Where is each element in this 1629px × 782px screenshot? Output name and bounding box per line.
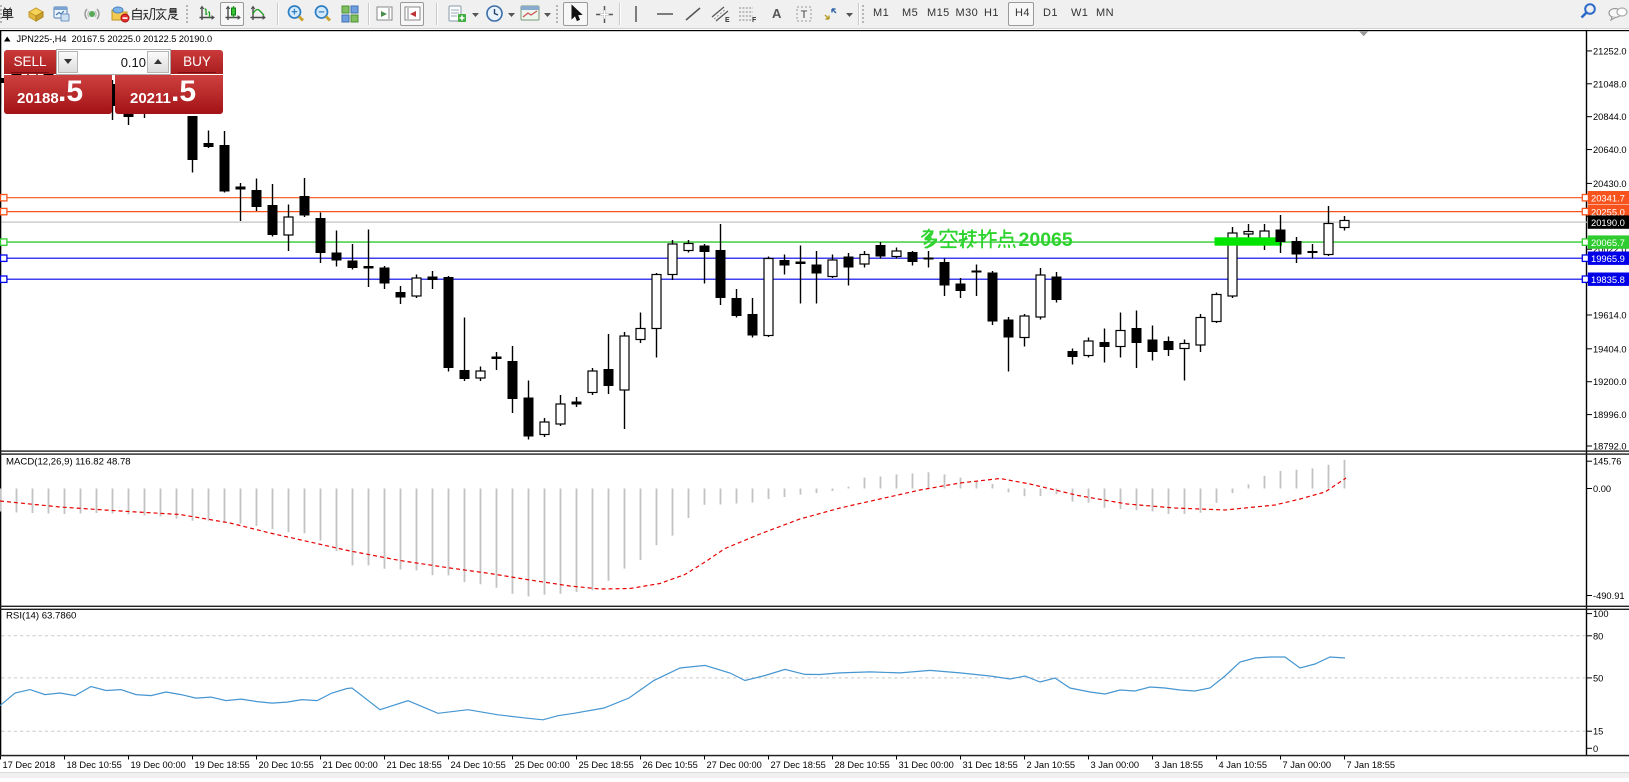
svg-text:27 Dec 00:00: 27 Dec 00:00 bbox=[707, 760, 762, 770]
svg-text:20065.7: 20065.7 bbox=[1591, 237, 1625, 248]
svg-text:24 Dec 10:55: 24 Dec 10:55 bbox=[451, 760, 506, 770]
svg-text:145.76: 145.76 bbox=[1593, 457, 1621, 467]
svg-text:15: 15 bbox=[1593, 727, 1603, 737]
svg-text:80: 80 bbox=[1593, 631, 1603, 641]
svg-text:21252.0: 21252.0 bbox=[1593, 46, 1627, 56]
svg-text:7 Jan 18:55: 7 Jan 18:55 bbox=[1347, 760, 1396, 770]
svg-text:0: 0 bbox=[1593, 744, 1598, 754]
svg-text:17 Dec 2018: 17 Dec 2018 bbox=[3, 760, 56, 770]
svg-text:20255.0: 20255.0 bbox=[1591, 206, 1625, 217]
svg-text:20341.7: 20341.7 bbox=[1591, 193, 1625, 204]
svg-text:25 Dec 00:00: 25 Dec 00:00 bbox=[515, 760, 570, 770]
svg-text:RSI(14) 63.7860: RSI(14) 63.7860 bbox=[6, 611, 76, 622]
svg-text:7 Jan 00:00: 7 Jan 00:00 bbox=[1283, 760, 1332, 770]
svg-text:F: F bbox=[752, 17, 757, 23]
svg-text:18 Dec 10:55: 18 Dec 10:55 bbox=[67, 760, 122, 770]
svg-text:20640.0: 20640.0 bbox=[1593, 145, 1627, 155]
svg-text:19 Dec 00:00: 19 Dec 00:00 bbox=[131, 760, 186, 770]
svg-text:JPN225-,H4 20167.5 20225.0 20: JPN225-,H4 20167.5 20225.0 20122.5 20190… bbox=[17, 34, 213, 44]
svg-text:18996.0: 18996.0 bbox=[1593, 410, 1627, 420]
svg-text:+: + bbox=[291, 7, 297, 19]
svg-text:0.00: 0.00 bbox=[1593, 484, 1611, 494]
svg-text:21 Dec 00:00: 21 Dec 00:00 bbox=[323, 760, 378, 770]
svg-text:20844.0: 20844.0 bbox=[1593, 112, 1627, 122]
svg-text:100: 100 bbox=[1593, 609, 1609, 619]
svg-text:19835.8: 19835.8 bbox=[1591, 274, 1625, 285]
svg-text:2 Jan 10:55: 2 Jan 10:55 bbox=[1027, 760, 1076, 770]
svg-text:31 Dec 00:00: 31 Dec 00:00 bbox=[899, 760, 954, 770]
svg-text:19200.0: 19200.0 bbox=[1593, 377, 1627, 387]
svg-text:20190.0: 20190.0 bbox=[1591, 217, 1625, 228]
svg-text:19 Dec 18:55: 19 Dec 18:55 bbox=[195, 760, 250, 770]
svg-text:20022.0: 20022.0 bbox=[1593, 245, 1627, 255]
svg-text:20065: 20065 bbox=[1019, 229, 1073, 251]
svg-text:31 Dec 18:55: 31 Dec 18:55 bbox=[963, 760, 1018, 770]
svg-text:19965.9: 19965.9 bbox=[1591, 253, 1625, 264]
svg-text:MACD(12,26,9) 116.82 48.78: MACD(12,26,9) 116.82 48.78 bbox=[6, 457, 131, 468]
svg-text:20 Dec 10:55: 20 Dec 10:55 bbox=[259, 760, 314, 770]
svg-text:27 Dec 18:55: 27 Dec 18:55 bbox=[771, 760, 826, 770]
svg-text:20430.0: 20430.0 bbox=[1593, 179, 1627, 189]
svg-text:-490.91: -490.91 bbox=[1593, 591, 1625, 601]
svg-text:−: − bbox=[318, 7, 324, 19]
svg-text:26 Dec 10:55: 26 Dec 10:55 bbox=[643, 760, 698, 770]
svg-text:4 Jan 10:55: 4 Jan 10:55 bbox=[1219, 760, 1268, 770]
svg-text:21048.0: 21048.0 bbox=[1593, 79, 1627, 89]
svg-text:21 Dec 18:55: 21 Dec 18:55 bbox=[387, 760, 442, 770]
svg-text:3 Jan 00:00: 3 Jan 00:00 bbox=[1091, 760, 1140, 770]
svg-text:50: 50 bbox=[1593, 673, 1603, 683]
svg-text:19614.0: 19614.0 bbox=[1593, 310, 1627, 320]
svg-text:28 Dec 10:55: 28 Dec 10:55 bbox=[835, 760, 890, 770]
svg-text:18792.0: 18792.0 bbox=[1593, 442, 1627, 452]
svg-text:T: T bbox=[801, 9, 808, 21]
svg-text:E: E bbox=[725, 17, 730, 23]
svg-text:25 Dec 18:55: 25 Dec 18:55 bbox=[579, 760, 634, 770]
svg-text:3 Jan 18:55: 3 Jan 18:55 bbox=[1155, 760, 1204, 770]
svg-text:19404.0: 19404.0 bbox=[1593, 344, 1627, 354]
